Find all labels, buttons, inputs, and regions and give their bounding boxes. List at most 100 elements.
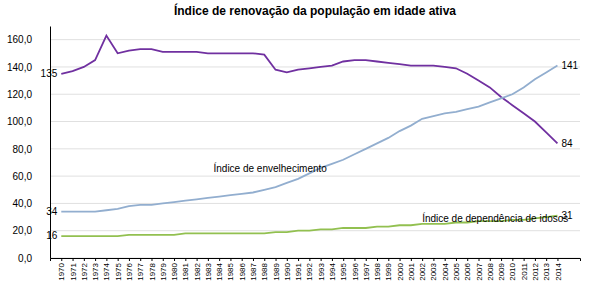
grid-line xyxy=(50,121,580,122)
x-tick: 1976 xyxy=(125,258,134,281)
annotation: 84 xyxy=(561,138,573,149)
x-tick: 1996 xyxy=(351,258,360,281)
x-tick-mark xyxy=(366,258,367,261)
grid-line xyxy=(50,148,580,149)
x-tick: 2000 xyxy=(396,258,405,281)
x-tick-label: 1983 xyxy=(204,262,213,280)
x-tick-label: 1995 xyxy=(339,262,348,280)
x-tick-label: 1991 xyxy=(294,262,303,280)
y-tick-label: 140,0 xyxy=(7,62,32,73)
x-tick-mark xyxy=(422,258,423,261)
x-tick-mark xyxy=(219,258,220,261)
x-tick-mark xyxy=(309,258,310,261)
grid-line xyxy=(50,39,580,40)
x-tick-mark xyxy=(332,258,333,261)
x-tick-label: 1981 xyxy=(181,262,190,280)
x-tick-label: 1992 xyxy=(305,262,314,280)
y-tick-label: 0,0 xyxy=(18,253,32,264)
x-tick-label: 2014 xyxy=(554,262,563,280)
y-tick: 80,0 xyxy=(13,144,50,155)
x-tick-mark xyxy=(129,258,130,261)
x-tick: 2005 xyxy=(452,258,461,281)
x-tick: 2006 xyxy=(463,258,472,281)
annotations: 34161351413184Índice de envelhecimentoÍn… xyxy=(41,60,579,242)
x-tick-label: 1988 xyxy=(260,262,269,280)
x-tick-label: 2000 xyxy=(396,262,405,280)
x-tick-mark xyxy=(276,258,277,261)
y-tick: 20,0 xyxy=(13,225,50,236)
lines xyxy=(61,36,557,237)
x-tick-label: 1990 xyxy=(283,262,292,280)
x-tick-label: 2008 xyxy=(486,262,495,280)
x-tick-label: 1993 xyxy=(317,262,326,280)
x-tick: 1994 xyxy=(328,258,337,281)
x-tick: 1972 xyxy=(80,258,89,281)
annotation: 34 xyxy=(46,206,58,217)
x-tick-label: 1971 xyxy=(69,262,78,280)
x-tick-mark xyxy=(163,258,164,261)
x-tick-mark xyxy=(557,258,558,261)
y-tick-label: 100,0 xyxy=(7,116,32,127)
x-tick-mark xyxy=(456,258,457,261)
y-tick: 120,0 xyxy=(7,89,50,100)
grid-line xyxy=(50,176,580,177)
x-tick-mark xyxy=(185,258,186,261)
x-tick-label: 1996 xyxy=(351,262,360,280)
y-tick-label: 40,0 xyxy=(13,198,33,209)
y-tick-label: 80,0 xyxy=(13,144,33,155)
x-tick-label: 1997 xyxy=(362,262,371,280)
x-tick-label: 2009 xyxy=(497,262,506,280)
y-tick: 160,0 xyxy=(7,34,50,45)
x-tick-mark xyxy=(512,258,513,261)
x-tick: 2010 xyxy=(508,258,517,281)
x-tick-label: 2006 xyxy=(463,262,472,280)
y-tick-label: 20,0 xyxy=(13,225,33,236)
x-tick-mark xyxy=(433,258,434,261)
y-tick: 60,0 xyxy=(13,171,50,182)
x-tick-label: 1970 xyxy=(57,262,66,280)
x-tick-mark xyxy=(343,258,344,261)
x-tick: 1979 xyxy=(159,258,168,281)
series-line xyxy=(61,66,557,212)
x-tick: 1989 xyxy=(272,258,281,281)
x-tick-label: 2001 xyxy=(407,262,416,280)
x-tick-label: 2003 xyxy=(429,262,438,280)
x-tick-label: 2010 xyxy=(508,262,517,280)
x-tick-mark xyxy=(242,258,243,261)
x-tick-mark xyxy=(61,258,62,261)
x-tick: 2004 xyxy=(441,258,450,281)
y-tick: 100,0 xyxy=(7,116,50,127)
x-tick: 1971 xyxy=(69,258,78,281)
x-tick-mark xyxy=(208,258,209,261)
x-tick-mark xyxy=(467,258,468,261)
grid-line xyxy=(50,94,580,95)
x-tick-label: 2007 xyxy=(475,262,484,280)
x-tick-label: 1976 xyxy=(125,262,134,280)
x-tick: 1980 xyxy=(170,258,179,281)
y-axis: 0,0 20,0 40,0 60,0 80,0 100,0 120,0 140,0 160,0 xyxy=(7,27,51,264)
x-tick-mark xyxy=(321,258,322,261)
x-tick-label: 1977 xyxy=(136,262,145,280)
x-tick-label: 2005 xyxy=(452,262,461,280)
x-tick: 2013 xyxy=(542,258,551,281)
x-tick-label: 2012 xyxy=(531,262,540,280)
x-tick: 1986 xyxy=(238,258,247,281)
x-tick-mark xyxy=(400,258,401,261)
x-tick-mark xyxy=(287,258,288,261)
x-tick-label: 1978 xyxy=(148,262,157,280)
x-tick-label: 1972 xyxy=(80,262,89,280)
annotation: 141 xyxy=(561,60,578,71)
x-tick-label: 1982 xyxy=(193,262,202,280)
x-tick: 2002 xyxy=(418,258,427,281)
x-tick: 2014 xyxy=(554,258,563,281)
x-tick-label: 2004 xyxy=(441,262,450,280)
x-tick: 2008 xyxy=(486,258,495,281)
chart: 0,0 20,0 40,0 60,0 80,0 100,0 120,0 140,0 160,0 1… xyxy=(0,0,608,294)
x-tick: 1995 xyxy=(339,258,348,281)
x-tick: 1992 xyxy=(305,258,314,281)
x-tick: 1973 xyxy=(91,258,100,281)
x-tick: 1978 xyxy=(148,258,157,281)
x-tick-mark xyxy=(354,258,355,261)
x-tick-label: 2011 xyxy=(520,262,529,280)
x-tick-label: 1987 xyxy=(249,262,258,280)
